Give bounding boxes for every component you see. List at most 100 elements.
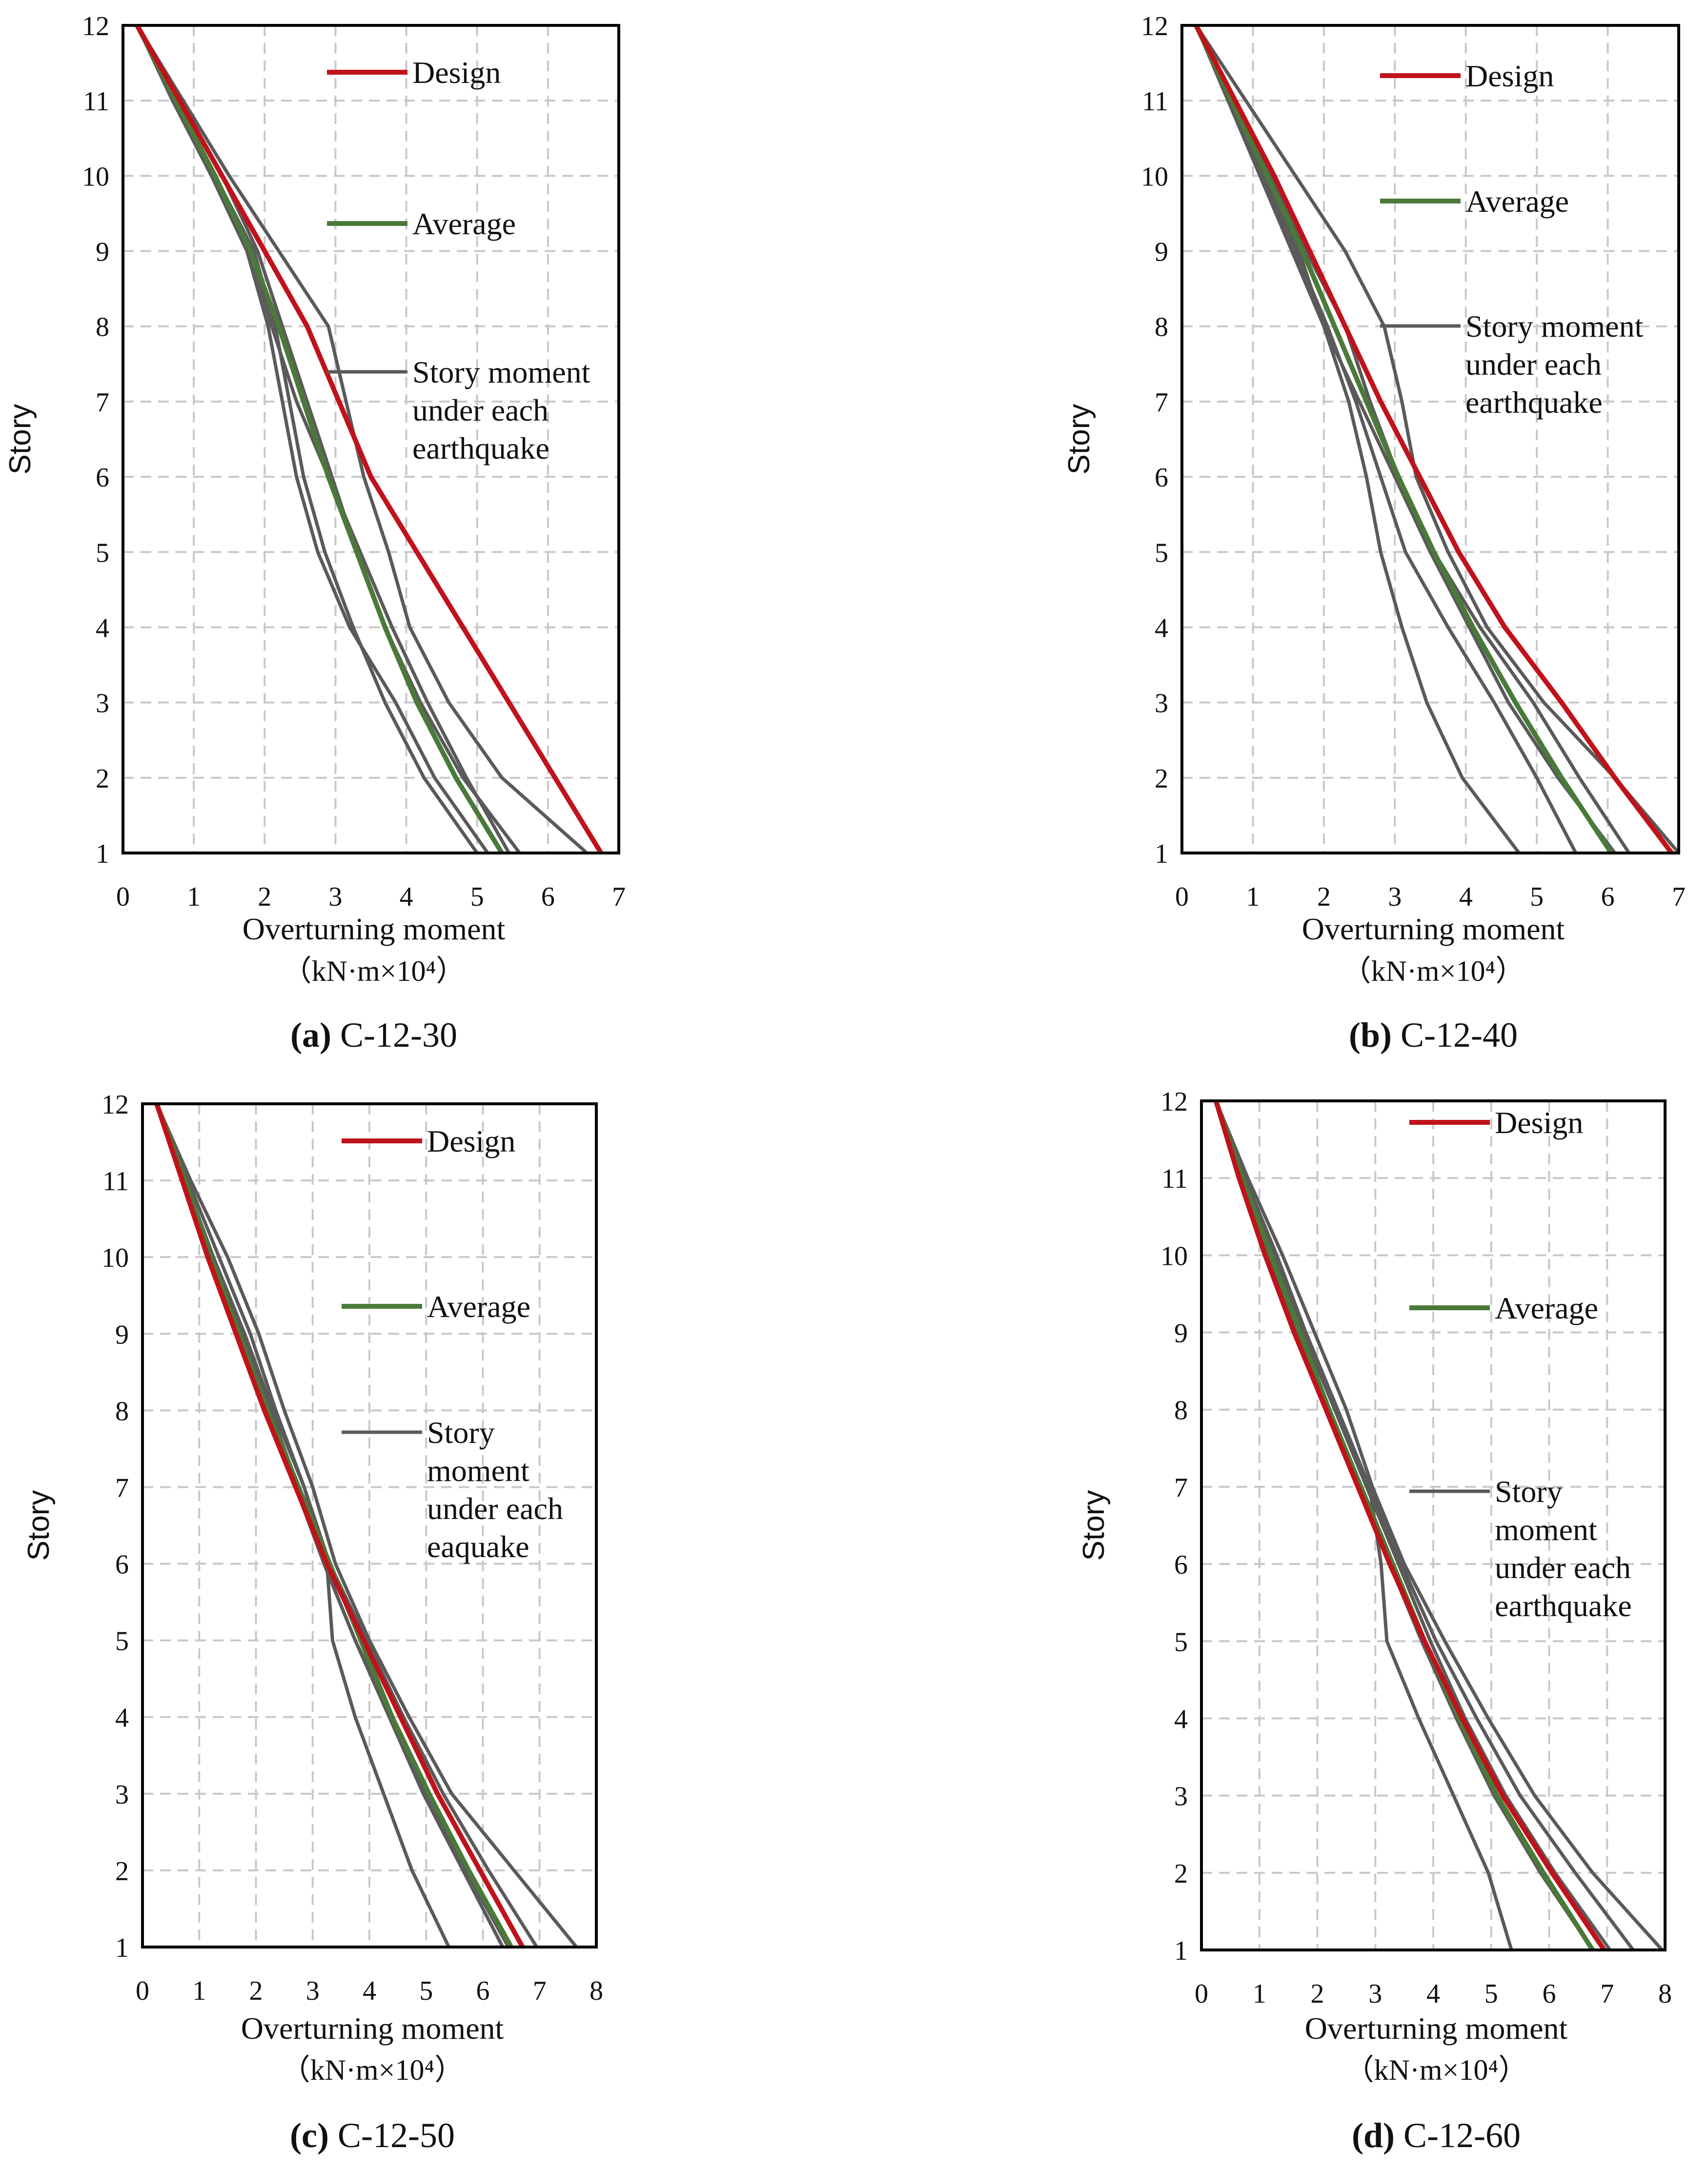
x-tick-label: 2 xyxy=(1311,1979,1324,2009)
y-tick-label: 3 xyxy=(96,689,109,719)
earthquake-series-line-1 xyxy=(1195,24,1680,854)
panel-name: C-12-50 xyxy=(329,2116,455,2155)
y-tick-label: 5 xyxy=(1155,538,1168,568)
legend-earthquake-label-line: moment xyxy=(1495,1512,1597,1547)
y-tick-label: 4 xyxy=(1174,1704,1188,1734)
chart-panel-b: 0 1 2 3 4 5 6 7123456789101112StoryOverturning … xyxy=(1062,11,1686,1055)
x-tick-label: 5 xyxy=(470,882,484,912)
legend-design-label: Design xyxy=(1495,1105,1583,1140)
x-tick-label: 4 xyxy=(400,882,413,912)
design-series-line xyxy=(1194,24,1674,855)
panel-letter: (c) xyxy=(290,2116,329,2155)
legend-average-label: Average xyxy=(1495,1291,1598,1325)
legend-earthquake-label: Story moment under each eaquake xyxy=(427,1415,563,1564)
plot-frame xyxy=(122,24,620,854)
y-tick-label: 8 xyxy=(1155,312,1168,343)
x-tick-label: 3 xyxy=(1388,882,1402,912)
legend-earthquake-label: Story moment under each earthquake xyxy=(1465,309,1644,420)
panel-letter: (a) xyxy=(290,1015,331,1055)
x-tick-label: 6 xyxy=(1543,1979,1556,2009)
legend-earthquake-label-line: earthquake xyxy=(1465,385,1603,420)
y-tick-label: 10 xyxy=(1141,162,1168,192)
legend-earthquake-label-line: eaquake xyxy=(427,1529,529,1564)
panel-name: C-12-60 xyxy=(1395,2116,1521,2155)
legend-earthquake-label-line: under each xyxy=(412,393,549,427)
panel-name: C-12-40 xyxy=(1392,1015,1518,1055)
x-tick-label: 0 xyxy=(116,882,130,912)
x-tick-label: 7 xyxy=(612,882,626,912)
average-series-line xyxy=(1194,24,1613,854)
y-tick-label: 11 xyxy=(102,1166,129,1197)
x-tick-label: 3 xyxy=(1368,1979,1382,2009)
y-tick-label: 6 xyxy=(96,463,109,493)
y-axis-title: Story xyxy=(1062,404,1096,475)
y-tick-label: 5 xyxy=(115,1626,129,1657)
x-tick-label: 3 xyxy=(306,1976,320,2006)
earthquake-series-line-5 xyxy=(135,24,489,854)
x-axis-unit: （kN·m×10⁴） xyxy=(1342,955,1525,987)
y-axis-title: Story xyxy=(22,1490,56,1561)
x-tick-label: 2 xyxy=(258,882,271,912)
x-tick-label: 4 xyxy=(1459,882,1473,912)
legend-design-label: Design xyxy=(427,1124,515,1158)
legend-earthquake-label-line: under each xyxy=(1465,347,1602,382)
y-tick-label: 3 xyxy=(1174,1782,1188,1812)
earthquake-series-line-4 xyxy=(1194,24,1578,854)
y-tick-label: 1 xyxy=(115,1933,129,1963)
legend-earthquake-label: Story moment under each earthquake xyxy=(412,355,590,466)
legend-design-label: Design xyxy=(412,55,501,90)
y-tick-label: 12 xyxy=(1141,11,1168,41)
x-axis-unit: （kN·m×10⁴） xyxy=(281,2054,464,2086)
earthquake-series-line-1 xyxy=(1214,1100,1664,1951)
y-tick-label: 6 xyxy=(1174,1550,1188,1580)
design-series-line xyxy=(135,24,603,854)
panel-caption: (a) C-12-30 xyxy=(290,1015,457,1055)
x-tick-label: 5 xyxy=(1530,882,1544,912)
legend-earthquake-label-line: moment xyxy=(427,1453,529,1488)
y-tick-label: 10 xyxy=(102,1243,129,1273)
y-tick-label: 2 xyxy=(115,1856,129,1887)
y-tick-label: 6 xyxy=(1155,463,1168,493)
x-tick-label: 5 xyxy=(1484,1979,1498,2009)
y-tick-label: 8 xyxy=(1174,1396,1188,1426)
y-tick-label: 3 xyxy=(115,1780,129,1810)
average-series-line xyxy=(1213,1100,1595,1951)
panel-letter: (d) xyxy=(1352,2116,1395,2155)
y-tick-label: 12 xyxy=(82,11,109,41)
x-tick-label: 7 xyxy=(1600,1979,1614,2009)
legend-earthquake-label-line: Story xyxy=(427,1415,495,1450)
x-tick-label: 8 xyxy=(590,1976,603,2006)
design-series-line xyxy=(1213,1100,1606,1951)
x-axis-unit: （kN·m×10⁴） xyxy=(1345,2054,1528,2086)
panel-name: C-12-30 xyxy=(331,1015,457,1055)
y-tick-label: 7 xyxy=(96,387,109,418)
x-tick-label: 2 xyxy=(249,1976,263,2006)
y-tick-label: 5 xyxy=(96,538,109,568)
y-tick-label: 11 xyxy=(1142,86,1168,117)
x-tick-label: 1 xyxy=(187,882,201,912)
y-tick-label: 12 xyxy=(1160,1087,1188,1117)
x-tick-label: 7 xyxy=(533,1976,547,2006)
y-tick-label: 2 xyxy=(1174,1859,1188,1889)
legend-earthquake-label-line: earthquake xyxy=(412,431,549,466)
earthquake-series-line-5 xyxy=(1194,24,1521,854)
legend-average-label: Average xyxy=(412,206,516,241)
plot-frame xyxy=(141,1102,598,1949)
x-tick-label: 0 xyxy=(1175,882,1189,912)
average-series-line xyxy=(135,24,504,854)
legend-earthquake-label-line: earthquake xyxy=(1495,1588,1632,1623)
x-tick-label: 0 xyxy=(1195,1979,1208,2009)
y-tick-label: 1 xyxy=(96,839,109,869)
y-tick-label: 11 xyxy=(83,86,109,117)
y-tick-label: 10 xyxy=(82,162,109,192)
x-axis-unit: （kN·m×10⁴） xyxy=(283,955,466,987)
legend-earthquake-label-line: Story moment xyxy=(412,355,590,389)
y-tick-label: 9 xyxy=(96,237,109,267)
x-tick-label: 6 xyxy=(1601,882,1615,912)
chart-panel-c: 0 1 2 3 4 5 6 7 8123456789101112StoryOverturning… xyxy=(22,1090,603,2155)
y-tick-label: 2 xyxy=(96,764,109,794)
plot-frame xyxy=(1200,1099,1667,1951)
legend-earthquake-label-line: under each xyxy=(427,1491,563,1526)
legend: Design Average Story moment under each earth… xyxy=(327,55,590,466)
